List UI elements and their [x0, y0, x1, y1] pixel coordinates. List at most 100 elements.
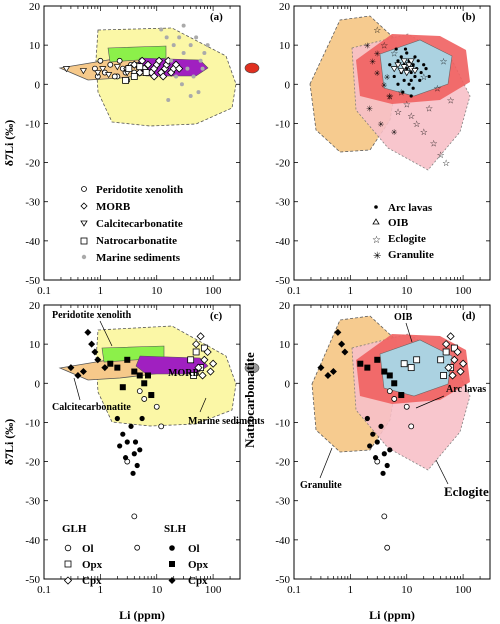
data-point [153, 403, 160, 410]
legend-marker [64, 544, 72, 552]
data-point [194, 35, 199, 40]
panel-a-points [62, 23, 210, 102]
data-point [374, 356, 381, 363]
legend-group-glh: GLH [62, 523, 87, 535]
data-point [400, 360, 408, 368]
data-point [125, 65, 133, 73]
y-axis-label: δ7Li (‰) [2, 120, 16, 167]
data-point [391, 396, 398, 402]
legend-marker: ✳ [373, 251, 381, 262]
legend-marker [80, 220, 88, 227]
data-point [374, 439, 380, 445]
x-axis-label: Li (ppm) [369, 608, 415, 622]
panel-b-frame [293, 5, 491, 281]
data-point [113, 64, 121, 71]
y-tick-label: -30 [275, 496, 290, 508]
data-point [200, 66, 205, 71]
data-point [188, 94, 193, 99]
data-point [94, 70, 102, 77]
granulite-annotation: Granulite [300, 480, 342, 491]
data-point [396, 59, 400, 63]
y-tick-label: -30 [275, 197, 290, 209]
data-point [104, 72, 113, 79]
data-point: ✳ [381, 81, 388, 90]
data-point: ☆ [433, 84, 441, 94]
data-point [387, 447, 393, 453]
data-point [399, 55, 403, 59]
data-point: ☆ [440, 56, 448, 66]
data-point [175, 64, 184, 73]
data-point [324, 371, 332, 379]
data-point [131, 513, 138, 520]
data-point [124, 356, 131, 363]
data-point: ☆ [420, 72, 428, 82]
data-point [171, 43, 176, 48]
data-point [185, 66, 190, 71]
data-point [196, 90, 201, 95]
data-point [88, 340, 96, 348]
y-tick-label: -50 [25, 275, 40, 287]
legend-marker [81, 254, 87, 260]
data-point [442, 348, 450, 356]
data-point [400, 58, 408, 65]
data-point [158, 423, 165, 430]
legend-label: Ol [82, 543, 94, 555]
data-point [388, 63, 392, 67]
data-point [409, 94, 413, 98]
data-point: ✳ [366, 104, 373, 113]
data-point: ☆ [442, 158, 450, 168]
y-tick-label: 20 [29, 1, 41, 13]
x-tick-label: 1 [348, 584, 354, 596]
data-point [137, 447, 143, 453]
data-point [334, 328, 342, 336]
data-point [192, 348, 200, 356]
data-point [381, 368, 388, 375]
data-point [169, 58, 174, 63]
data-point [422, 63, 426, 67]
y-tick-label: 20 [279, 1, 291, 13]
data-point [403, 70, 411, 77]
data-point [97, 57, 104, 64]
data-point [446, 332, 455, 341]
legend-marker [64, 560, 72, 568]
leader-line [435, 459, 449, 485]
data-point [440, 372, 447, 379]
panel-d-fields [311, 315, 471, 471]
data-point [329, 368, 337, 376]
y-tick-label: 0 [285, 79, 291, 91]
y-tick-label: 10 [29, 339, 41, 351]
data-point: ☆ [430, 139, 438, 149]
data-point [136, 388, 143, 395]
legend-marker: ☆ [372, 235, 381, 246]
data-point [384, 462, 390, 469]
data-point [135, 68, 144, 77]
data-point [155, 56, 164, 65]
y-tick-label: -20 [25, 457, 40, 469]
data-point [134, 544, 141, 551]
data-point [174, 74, 179, 79]
data-point: ✳ [391, 128, 398, 137]
data-point [191, 74, 196, 79]
panel-b-label: (b) [462, 11, 476, 23]
legend-label: Arc lavas [388, 202, 433, 214]
y-tick-label: -50 [25, 574, 40, 586]
x-tick-label: 100 [205, 584, 222, 596]
data-point [159, 72, 168, 81]
y-tick-label: -20 [275, 457, 290, 469]
panel-a-label: (a) [210, 11, 223, 23]
x-tick-label: 100 [205, 285, 222, 297]
data-point: ☆ [407, 111, 415, 121]
legend-marker [168, 577, 176, 584]
legend-marker [80, 237, 88, 245]
data-point: ☆ [413, 119, 421, 129]
data-point [381, 451, 387, 457]
x-tick-label: 10 [401, 584, 413, 596]
panel-b-legend: Arc lavas OIB ☆ Eclogite ✳ Granulite [372, 202, 434, 262]
data-point [424, 67, 428, 71]
data-point [101, 364, 109, 372]
data-point: ☆ [403, 99, 411, 109]
y-tick-label: 10 [29, 40, 41, 52]
panel-a-fields [58, 27, 237, 127]
